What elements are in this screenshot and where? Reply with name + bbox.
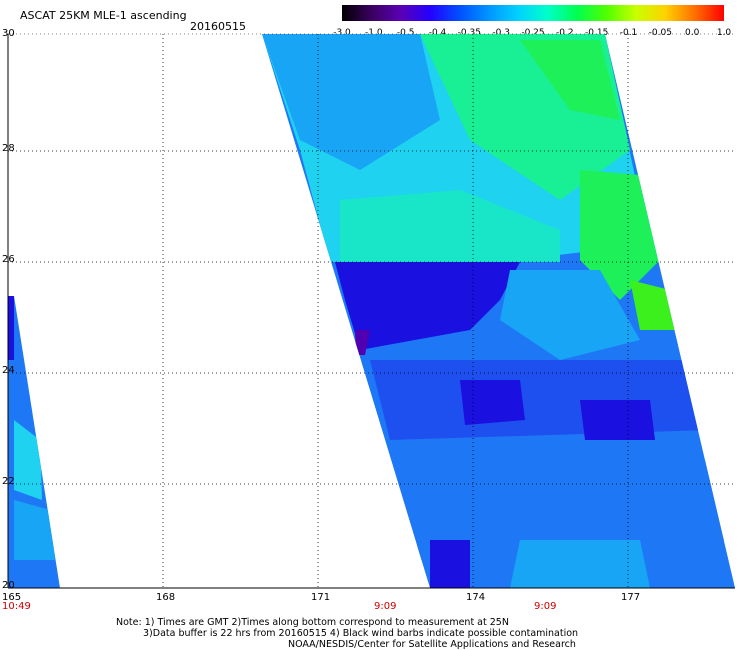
map-date: 20160515 bbox=[190, 20, 246, 33]
colorbar-tick-label: -0.5 bbox=[397, 28, 415, 38]
swath-region-deep-blue-sw bbox=[430, 540, 470, 588]
note-line-2: 3)Data buffer is 22 hrs from 20160515 4)… bbox=[143, 628, 579, 639]
colorbar-ticks: -3.0 -1.0 -0.5 -0.4 -0.35 -0.3 -0.25 -0.2 -0.15 -… bbox=[333, 28, 731, 38]
colorbar-tick-label: -0.15 bbox=[585, 28, 608, 38]
colorbar-tick-label: -0.4 bbox=[429, 28, 447, 38]
swath-region-blue-south bbox=[370, 360, 710, 440]
swath-region-mid-blue-south bbox=[400, 460, 730, 560]
lon-label-171: 171 bbox=[311, 592, 331, 603]
colorbar-tick-label: -0.1 bbox=[620, 28, 638, 38]
swath-region-green-north bbox=[520, 40, 620, 120]
lat-label-30: 30 bbox=[2, 28, 15, 39]
swath-region-sky-south bbox=[510, 540, 650, 588]
lon-label-165: 165 bbox=[2, 592, 22, 603]
lon-label-174: 174 bbox=[466, 592, 486, 603]
time-label-0909-a: 9:09 bbox=[374, 601, 397, 612]
west-region-sky bbox=[14, 500, 55, 560]
colorbar-tick-label: -0.3 bbox=[492, 28, 510, 38]
lon-label-168: 168 bbox=[156, 592, 176, 603]
colorbar-tick-label: -0.35 bbox=[458, 28, 481, 38]
lat-label-24: 24 bbox=[2, 365, 15, 376]
colorbar-tick-label: 0.0 bbox=[685, 28, 700, 38]
colorbar-tick-label: -0.05 bbox=[649, 28, 672, 38]
note-line-1: Note: 1) Times are GMT 2)Times along bot… bbox=[116, 617, 509, 628]
west-region-cyan bbox=[14, 420, 42, 500]
time-label-0909-b: 9:09 bbox=[534, 601, 557, 612]
swath-patches bbox=[262, 34, 730, 588]
swath-west bbox=[8, 296, 60, 588]
lat-label-20: 20 bbox=[2, 580, 15, 591]
note-line-3: NOAA/NESDIS/Center for Satellite Applica… bbox=[288, 639, 576, 650]
swath-region-deep-blue-east bbox=[580, 400, 655, 440]
swath-region-purple bbox=[355, 330, 370, 355]
colorbar-tick-label: -3.0 bbox=[333, 28, 351, 38]
map-title: ASCAT 25KM MLE-1 ascending bbox=[20, 9, 187, 22]
swath-region-sky-mid bbox=[500, 270, 640, 360]
swath-east bbox=[262, 34, 735, 588]
colorbar-tick-label: -0.2 bbox=[556, 28, 574, 38]
colorbar-tick-label: 1.0 bbox=[717, 28, 732, 38]
colorbar-tick-label: -1.0 bbox=[365, 28, 383, 38]
lat-lon-grid bbox=[8, 34, 735, 588]
time-label-1049: 10:49 bbox=[2, 601, 31, 612]
west-region-deep-blue bbox=[8, 296, 14, 360]
lat-label-28: 28 bbox=[2, 143, 15, 154]
swath-region-green-mid bbox=[580, 170, 660, 300]
swath-region-deep-blue-south bbox=[460, 380, 525, 425]
colorbar-tick-label: -0.25 bbox=[521, 28, 544, 38]
colorbar: -3.0 -1.0 -0.5 -0.4 -0.35 -0.3 -0.25 -0.2 -0.15 -… bbox=[333, 5, 731, 38]
lat-label-26: 26 bbox=[2, 254, 15, 265]
swath-region-deep-blue bbox=[335, 262, 520, 350]
swath-region-sky-north bbox=[262, 34, 440, 170]
swath-region-aqua bbox=[340, 190, 560, 262]
swath-west-patches bbox=[8, 296, 55, 560]
lat-label-22: 22 bbox=[2, 476, 15, 487]
lon-label-177: 177 bbox=[621, 592, 641, 603]
colorbar-gradient bbox=[342, 5, 724, 21]
